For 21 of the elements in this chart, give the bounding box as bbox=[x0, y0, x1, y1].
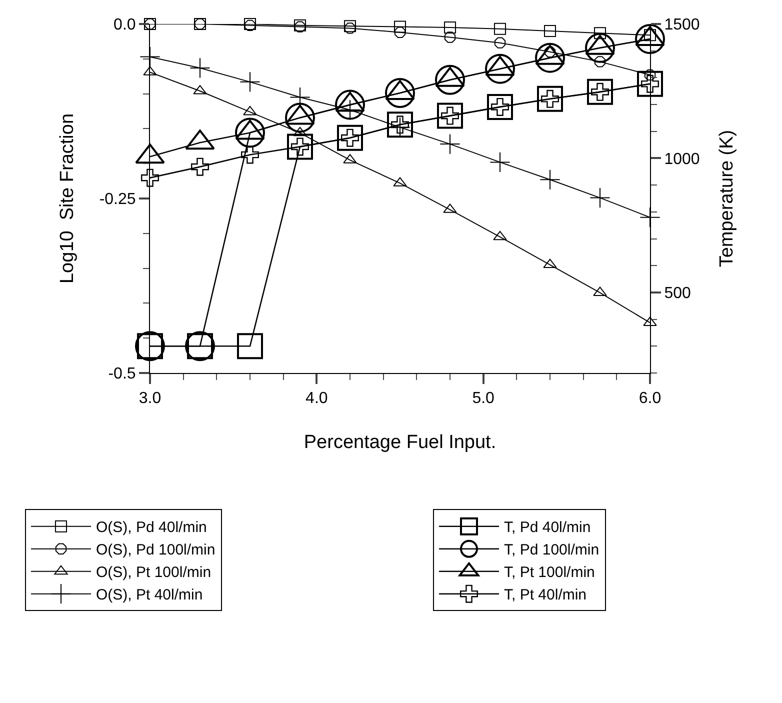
x-tick-label: 5.0 bbox=[472, 390, 495, 408]
y-axis-title: Log10 Site Fraction bbox=[57, 113, 78, 284]
y2-axis-title: Temperature (K) bbox=[716, 130, 738, 268]
legend-label: T, Pd 40l/min bbox=[504, 519, 591, 536]
legend-label: T, Pt 40l/min bbox=[504, 586, 587, 604]
legend-label: O(S), Pd 40l/min bbox=[96, 519, 207, 536]
x-tick-label: 4.0 bbox=[306, 390, 328, 408]
legend-label: O(S), Pt 100l/min bbox=[96, 564, 212, 582]
y-tick-label: 0.0 bbox=[114, 16, 136, 34]
y2-tick-label: 1500 bbox=[664, 16, 700, 34]
legend-label: T, Pt 100l/min bbox=[504, 564, 595, 582]
x-tick-label: 6.0 bbox=[638, 390, 662, 408]
y-tick-label: -0.25 bbox=[99, 191, 136, 208]
legend-label: T, Pd 100l/min bbox=[504, 542, 600, 559]
y2-tick-label: 1000 bbox=[664, 150, 700, 168]
x-axis-title: Percentage Fuel Input. bbox=[304, 432, 496, 453]
y-tick-label: -0.5 bbox=[108, 366, 136, 383]
legend-label: O(S), Pt 40l/min bbox=[96, 586, 203, 604]
y2-tick-label: 500 bbox=[664, 285, 691, 302]
x-tick-label: 3.0 bbox=[138, 390, 162, 408]
legend-label: O(S), Pd 100l/min bbox=[96, 542, 216, 559]
